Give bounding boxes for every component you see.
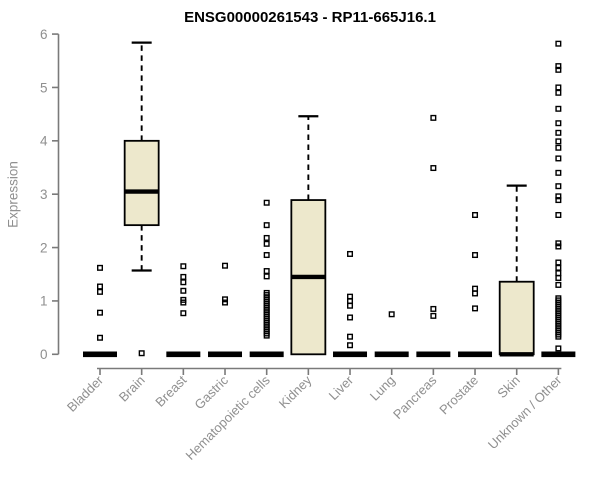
x-tick-label: Skin: [494, 373, 522, 401]
x-tick-label: Kidney: [276, 372, 315, 411]
y-tick-label: 4: [40, 134, 48, 149]
outlier-point: [472, 252, 479, 259]
x-tick-label: Lung: [367, 373, 398, 404]
outlier-point: [555, 129, 562, 136]
outlier-point: [472, 305, 479, 312]
y-tick-label: 2: [40, 240, 48, 255]
outlier-point: [263, 234, 270, 241]
outlier-point: [347, 333, 354, 340]
outlier-point: [347, 314, 354, 321]
outlier-point: [555, 264, 562, 271]
collapsed-box: [541, 351, 576, 358]
y-tick-label: 5: [40, 80, 48, 95]
chart-title: ENSG00000261543 - RP11-665J16.1: [184, 9, 436, 26]
outlier-point: [222, 262, 229, 269]
outlier-point: [263, 273, 270, 280]
outlier-point: [347, 302, 354, 309]
outlier-point: [555, 243, 562, 250]
outlier-point: [555, 66, 562, 73]
outlier-point: [138, 350, 145, 357]
box: [498, 280, 535, 356]
outlier-point: [555, 40, 562, 47]
outlier-point: [555, 193, 562, 200]
collapsed-box: [374, 351, 409, 358]
outlier-point: [430, 114, 437, 121]
outlier-point: [263, 252, 270, 259]
outlier-point: [180, 273, 187, 280]
x-tick-label: Bladder: [64, 372, 107, 415]
collapsed-box: [416, 351, 451, 358]
outlier-point: [222, 296, 229, 303]
outlier-point: [555, 270, 562, 277]
outlier-point: [96, 283, 103, 290]
x-tick-label: Unknown / Other: [485, 372, 565, 452]
x-tick-label: Breast: [152, 372, 189, 409]
outlier-point: [555, 197, 562, 204]
outlier-point: [555, 120, 562, 127]
outlier-point: [555, 89, 562, 96]
outlier-point: [430, 312, 437, 319]
outlier-point: [180, 287, 187, 294]
y-tick-label: 3: [40, 187, 48, 202]
x-tick-label: Brain: [116, 373, 148, 405]
collapsed-box: [166, 351, 201, 358]
outlier-point: [263, 240, 270, 247]
collapsed-box: [83, 351, 117, 358]
outlier-point: [555, 333, 562, 340]
outlier-point: [180, 310, 187, 317]
box: [123, 139, 160, 227]
x-tick-label: Liver: [326, 372, 357, 403]
outlier-point: [96, 288, 103, 295]
y-tick-label: 1: [40, 294, 48, 309]
outlier-point: [430, 305, 437, 312]
outlier-point: [430, 165, 437, 172]
outlier-point: [555, 155, 562, 162]
outlier-point: [555, 84, 562, 91]
outlier-point: [180, 279, 187, 286]
collapsed-box: [333, 351, 368, 358]
outlier-point: [555, 183, 562, 190]
outlier-point: [472, 285, 479, 292]
collapsed-box: [249, 351, 284, 358]
outlier-point: [263, 268, 270, 275]
outlier-point: [472, 290, 479, 297]
outlier-point: [555, 240, 562, 247]
collapsed-box: [458, 351, 493, 358]
outlier-point: [555, 63, 562, 70]
outlier-point: [555, 281, 562, 288]
outlier-point: [555, 105, 562, 112]
outlier-point: [472, 212, 479, 219]
x-tick-label: Pancreas: [390, 372, 440, 422]
y-tick-label: 0: [40, 347, 48, 362]
outlier-point: [555, 274, 562, 281]
outlier-point: [263, 199, 270, 206]
outlier-point: [96, 264, 103, 271]
outlier-point: [96, 309, 103, 316]
outlier-point: [555, 138, 562, 145]
outlier-point: [180, 299, 187, 306]
collapsed-box: [208, 351, 243, 358]
outlier-point: [555, 212, 562, 219]
outlier-point: [347, 297, 354, 304]
outlier-point: [347, 250, 354, 257]
outlier-point: [180, 263, 187, 270]
outlier-point: [96, 334, 103, 341]
outlier-point: [555, 144, 562, 151]
outlier-point: [263, 332, 270, 339]
outlier-point: [222, 299, 229, 306]
outlier-point: [555, 169, 562, 176]
y-tick-label: 6: [40, 27, 48, 42]
x-tick-label: Gastric: [191, 372, 231, 412]
outlier-point: [263, 222, 270, 229]
x-tick-label: Prostate: [436, 373, 481, 418]
outlier-point: [555, 345, 562, 352]
outlier-point: [388, 311, 395, 318]
outlier-point: [555, 259, 562, 266]
outlier-point: [347, 342, 354, 349]
